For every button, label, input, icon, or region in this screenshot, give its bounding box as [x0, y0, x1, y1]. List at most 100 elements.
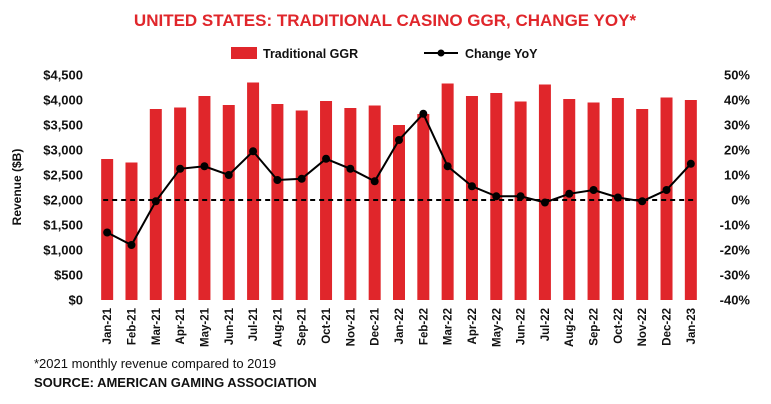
- bar: [247, 82, 260, 300]
- x-tick-label: May-22: [491, 308, 503, 347]
- y2-tick-label: 30%: [724, 118, 750, 133]
- bar: [344, 108, 357, 300]
- bar: [465, 96, 478, 300]
- x-tick-label: Apr-22: [467, 308, 479, 344]
- y2-tick-label: 40%: [724, 93, 750, 108]
- x-tick-label: Aug-22: [564, 308, 576, 347]
- source-note: SOURCE: AMERICAN GAMING ASSOCIATION: [34, 375, 317, 390]
- bar: [393, 125, 405, 300]
- bar: [222, 105, 235, 300]
- line-point: [540, 198, 549, 207]
- x-tick-label: Sep-22: [589, 308, 601, 346]
- line-point: [224, 171, 233, 179]
- line-point: [467, 182, 476, 191]
- y-tick-label: $0: [69, 293, 83, 308]
- x-axis-ticks: Jan-21 Feb-21 Mar-21 Apr-21 May-21 Jun-21 Jul-…: [102, 307, 698, 347]
- x-tick-label: Oct-21: [321, 307, 333, 343]
- chart-svg: UNITED STATES: TRADITIONAL CASINO GGR, C…: [10, 11, 751, 347]
- line-point: [443, 162, 452, 171]
- footnote: *2021 monthly revenue compared to 2019: [34, 356, 277, 371]
- bar: [441, 83, 454, 300]
- line-point: [249, 147, 258, 156]
- y-tick-label: $4,000: [43, 93, 83, 108]
- y-tick-label: $1,500: [43, 218, 83, 233]
- yoy-line: [103, 109, 695, 249]
- bar: [125, 162, 138, 300]
- legend-label-line: Change YoY: [465, 47, 538, 61]
- x-tick-label: Feb-21: [126, 307, 138, 345]
- bar: [295, 110, 308, 300]
- y2-tick-label: -30%: [720, 268, 751, 283]
- x-tick-label: Mar-21: [151, 307, 163, 345]
- x-tick-label: Feb-22: [418, 308, 430, 345]
- y-tick-label: $1,000: [43, 243, 83, 258]
- y2-tick-label: -20%: [720, 243, 751, 258]
- legend-swatch-bar: [231, 47, 257, 59]
- x-tick-label: Dec-21: [370, 307, 382, 345]
- x-tick-label: Mar-22: [443, 308, 455, 345]
- y2-tick-label: 20%: [724, 143, 750, 158]
- legend-swatch-marker: [437, 49, 445, 57]
- line-point: [662, 186, 671, 194]
- x-tick-label: Oct-22: [613, 308, 625, 344]
- y-tick-label: $3,500: [43, 118, 83, 133]
- y-tick-label: $2,000: [43, 193, 83, 208]
- x-tick-label: Dec-22: [662, 308, 674, 346]
- x-tick-label: Jan-23: [686, 308, 698, 344]
- line-point: [419, 109, 428, 118]
- line-point: [613, 193, 622, 202]
- line-point: [297, 174, 306, 183]
- bar: [538, 84, 551, 300]
- y2-tick-label: -10%: [720, 218, 751, 233]
- line-point: [589, 186, 598, 194]
- bar: [563, 99, 576, 300]
- bar: [320, 101, 333, 300]
- y-tick-label: $500: [54, 268, 83, 283]
- y-tick-label: $2,500: [43, 168, 83, 183]
- line-point: [176, 164, 185, 173]
- x-tick-label: Nov-21: [345, 307, 357, 346]
- line-point: [370, 177, 379, 186]
- y-tick-label: $4,500: [43, 68, 83, 83]
- bars: [101, 82, 697, 300]
- x-tick-label: May-21: [199, 307, 211, 347]
- x-tick-label: Jul-22: [540, 308, 552, 341]
- x-tick-label: Nov-22: [637, 308, 649, 346]
- y2-tick-label: 10%: [724, 168, 750, 183]
- line-point: [565, 189, 574, 198]
- x-tick-label: Jul-21: [248, 307, 260, 341]
- bar: [368, 105, 381, 300]
- line-point: [492, 192, 501, 201]
- bar: [417, 114, 430, 300]
- legend-label-bar: Traditional GGR: [263, 47, 358, 61]
- line-point: [151, 197, 160, 206]
- x-tick-label: Sep-21: [297, 307, 309, 345]
- line-point: [322, 154, 331, 163]
- line-point: [686, 159, 695, 168]
- x-tick-label: Jan-21: [102, 307, 114, 344]
- line-point: [516, 192, 525, 201]
- y-axis-ticks: $0 $500 $1,000 $1,500 $2,000 $2,500 $3,000 $3,5…: [43, 68, 83, 308]
- y2-axis-ticks: -40% -30% -20% -10% 0% 10% 20% 30% 40% 50%: [720, 68, 751, 308]
- line-point: [273, 176, 282, 184]
- bar: [660, 97, 673, 300]
- x-tick-label: Aug-21: [272, 307, 284, 347]
- line-point: [200, 162, 209, 171]
- line-point: [638, 197, 647, 206]
- y-axis-label: Revenue ($B): [10, 149, 24, 226]
- bar: [198, 96, 211, 300]
- chart-title: UNITED STATES: TRADITIONAL CASINO GGR, C…: [134, 11, 637, 30]
- line-point: [127, 241, 136, 249]
- y-tick-label: $3,000: [43, 143, 83, 158]
- x-tick-label: Jun-22: [516, 308, 528, 345]
- y2-tick-label: 0%: [731, 193, 750, 208]
- y2-tick-label: -40%: [720, 293, 751, 308]
- x-tick-label: Apr-21: [175, 307, 187, 344]
- line-point: [103, 228, 112, 237]
- bar: [271, 104, 284, 300]
- line-point: [346, 164, 355, 173]
- bar: [174, 107, 187, 300]
- x-tick-label: Jun-21: [224, 307, 236, 345]
- x-tick-label: Jan-22: [394, 308, 406, 344]
- bar: [587, 102, 600, 300]
